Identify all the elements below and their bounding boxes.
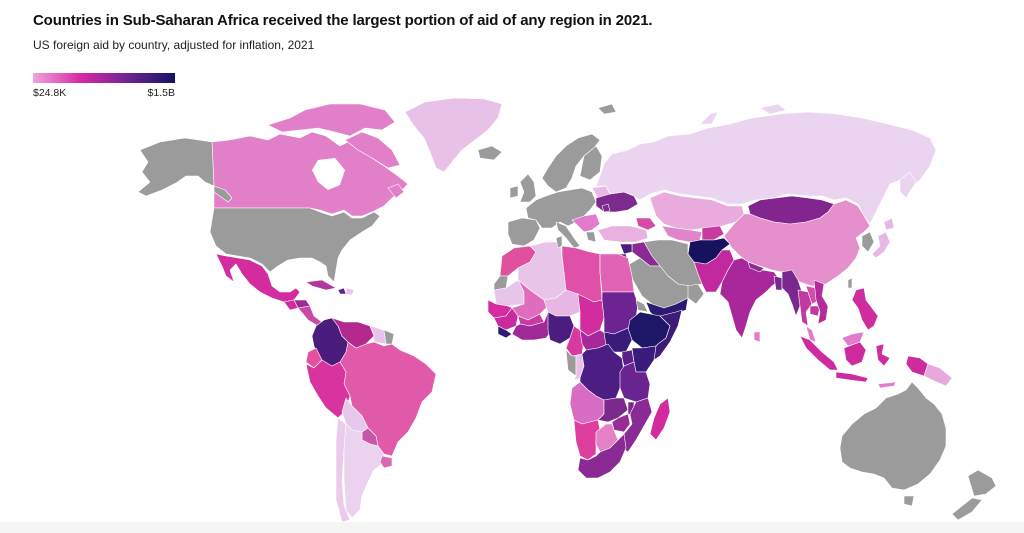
country-eritrea: [635, 299, 649, 313]
country-serbia: [571, 213, 601, 233]
country-myanmar: [781, 269, 803, 317]
country-syria: [619, 243, 633, 255]
country-western-sahara: [493, 275, 509, 291]
country-moldova: [601, 203, 611, 213]
country-greece: [585, 231, 597, 243]
country-oman: [687, 283, 705, 305]
country-vietnam: [813, 279, 829, 325]
country-russia: [595, 111, 937, 225]
country-papua-new-guinea: [923, 363, 953, 387]
country-finland: [579, 145, 603, 181]
country-argentina: [343, 423, 385, 519]
country-ireland: [509, 185, 519, 199]
country-philippines: [851, 287, 879, 331]
country-georgia: [635, 217, 657, 231]
country-bangladesh: [773, 275, 783, 291]
country-somalia: [651, 309, 683, 361]
hudson-bay: [312, 158, 345, 190]
country-united-states: [137, 137, 215, 197]
country-canada: [211, 131, 409, 217]
country-svalbard: [597, 103, 617, 115]
country-turkey: [597, 225, 649, 243]
country-italy: [555, 221, 581, 249]
country-china: [723, 199, 871, 287]
country-dr-congo: [579, 343, 625, 401]
country-korea: [861, 231, 875, 253]
country-cuba: [305, 279, 337, 291]
country-russia: [699, 111, 719, 125]
country-united-kingdom: [519, 173, 537, 203]
country-canada: [387, 183, 405, 199]
country-russia: [899, 171, 917, 199]
country-namibia: [573, 419, 601, 461]
country-suriname: [383, 329, 395, 345]
country-indonesia: [799, 335, 839, 371]
country-chad: [577, 293, 605, 337]
country-uruguay: [379, 455, 393, 469]
country-dominican-republic: [345, 287, 355, 296]
legend-color-scale: [33, 73, 175, 83]
country-australia: [839, 381, 947, 491]
country-peru: [305, 359, 351, 419]
country-japan: [871, 231, 891, 259]
country-venezuela: [331, 317, 375, 349]
country-cambodia: [809, 305, 821, 317]
country-greenland: [404, 97, 503, 173]
region-iberia: [507, 217, 541, 247]
country-kenya: [631, 345, 657, 373]
chart-subtitle: US foreign aid by country, adjusted for …: [33, 38, 315, 52]
country-indonesia: [835, 371, 869, 383]
country-malaysia: [805, 325, 817, 343]
country-japan: [883, 217, 895, 231]
legend-max-label: $1.5B: [147, 87, 175, 99]
country-indonesia: [843, 341, 867, 367]
country-sri-lanka: [753, 331, 761, 343]
country-australia: [903, 495, 915, 507]
country-haiti: [337, 287, 347, 295]
country-taiwan: [847, 277, 853, 289]
country-guyana: [369, 325, 387, 345]
country-timor-leste: [877, 381, 897, 389]
country-liberia: [497, 325, 513, 339]
country-tanzania: [619, 361, 651, 403]
country-new-zealand: [967, 469, 997, 497]
country-indonesia: [875, 343, 891, 367]
country-egypt: [599, 253, 635, 293]
country-kyrgyzstan: [701, 225, 725, 241]
footer-band: [0, 522, 1024, 533]
country-canada: [344, 131, 401, 169]
chart-title: Countries in Sub-Saharan Africa received…: [33, 12, 653, 29]
country-russia: [759, 103, 787, 115]
country-cameroon: [565, 325, 585, 357]
country-united-states: [209, 207, 381, 283]
country-nicaragua: [297, 305, 323, 327]
legend-min-label: $24.8K: [33, 87, 67, 99]
country-mozambique: [621, 397, 653, 453]
country-new-zealand: [951, 497, 983, 521]
country-nepal: [747, 261, 765, 273]
country-canada: [267, 103, 396, 137]
country-india: [719, 257, 781, 339]
country-madagascar: [649, 397, 671, 441]
country-iceland: [477, 145, 503, 161]
country-united-states: [213, 185, 233, 203]
country-south-africa: [577, 433, 627, 479]
